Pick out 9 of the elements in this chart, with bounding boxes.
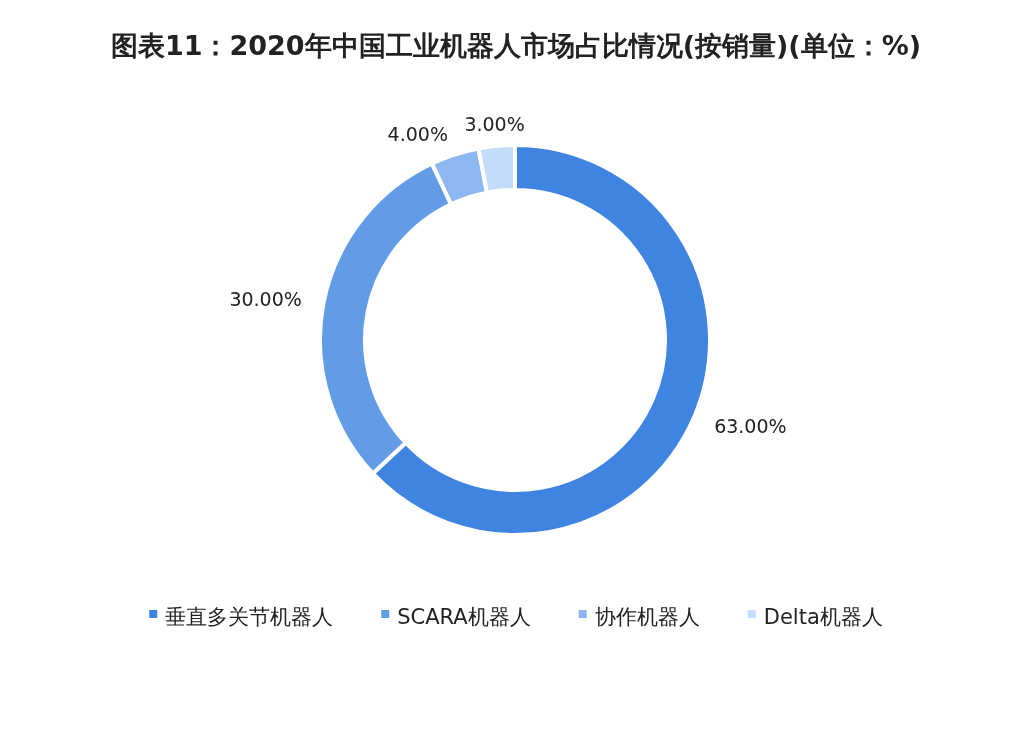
legend-label: 垂直多关节机器人 <box>165 605 334 629</box>
legend-label: Delta机器人 <box>763 605 883 629</box>
data-label: 30.00% <box>229 288 302 311</box>
legend-label: 协作机器人 <box>594 605 700 629</box>
data-label: 4.00% <box>387 122 448 145</box>
legend-label: SCARA机器人 <box>397 605 531 629</box>
data-label: 3.00% <box>464 112 525 135</box>
chart-title: 图表11：2020年中国工业机器人市场占比情况(按销量)(单位：%) <box>110 30 922 61</box>
data-label: 63.00% <box>714 415 787 438</box>
